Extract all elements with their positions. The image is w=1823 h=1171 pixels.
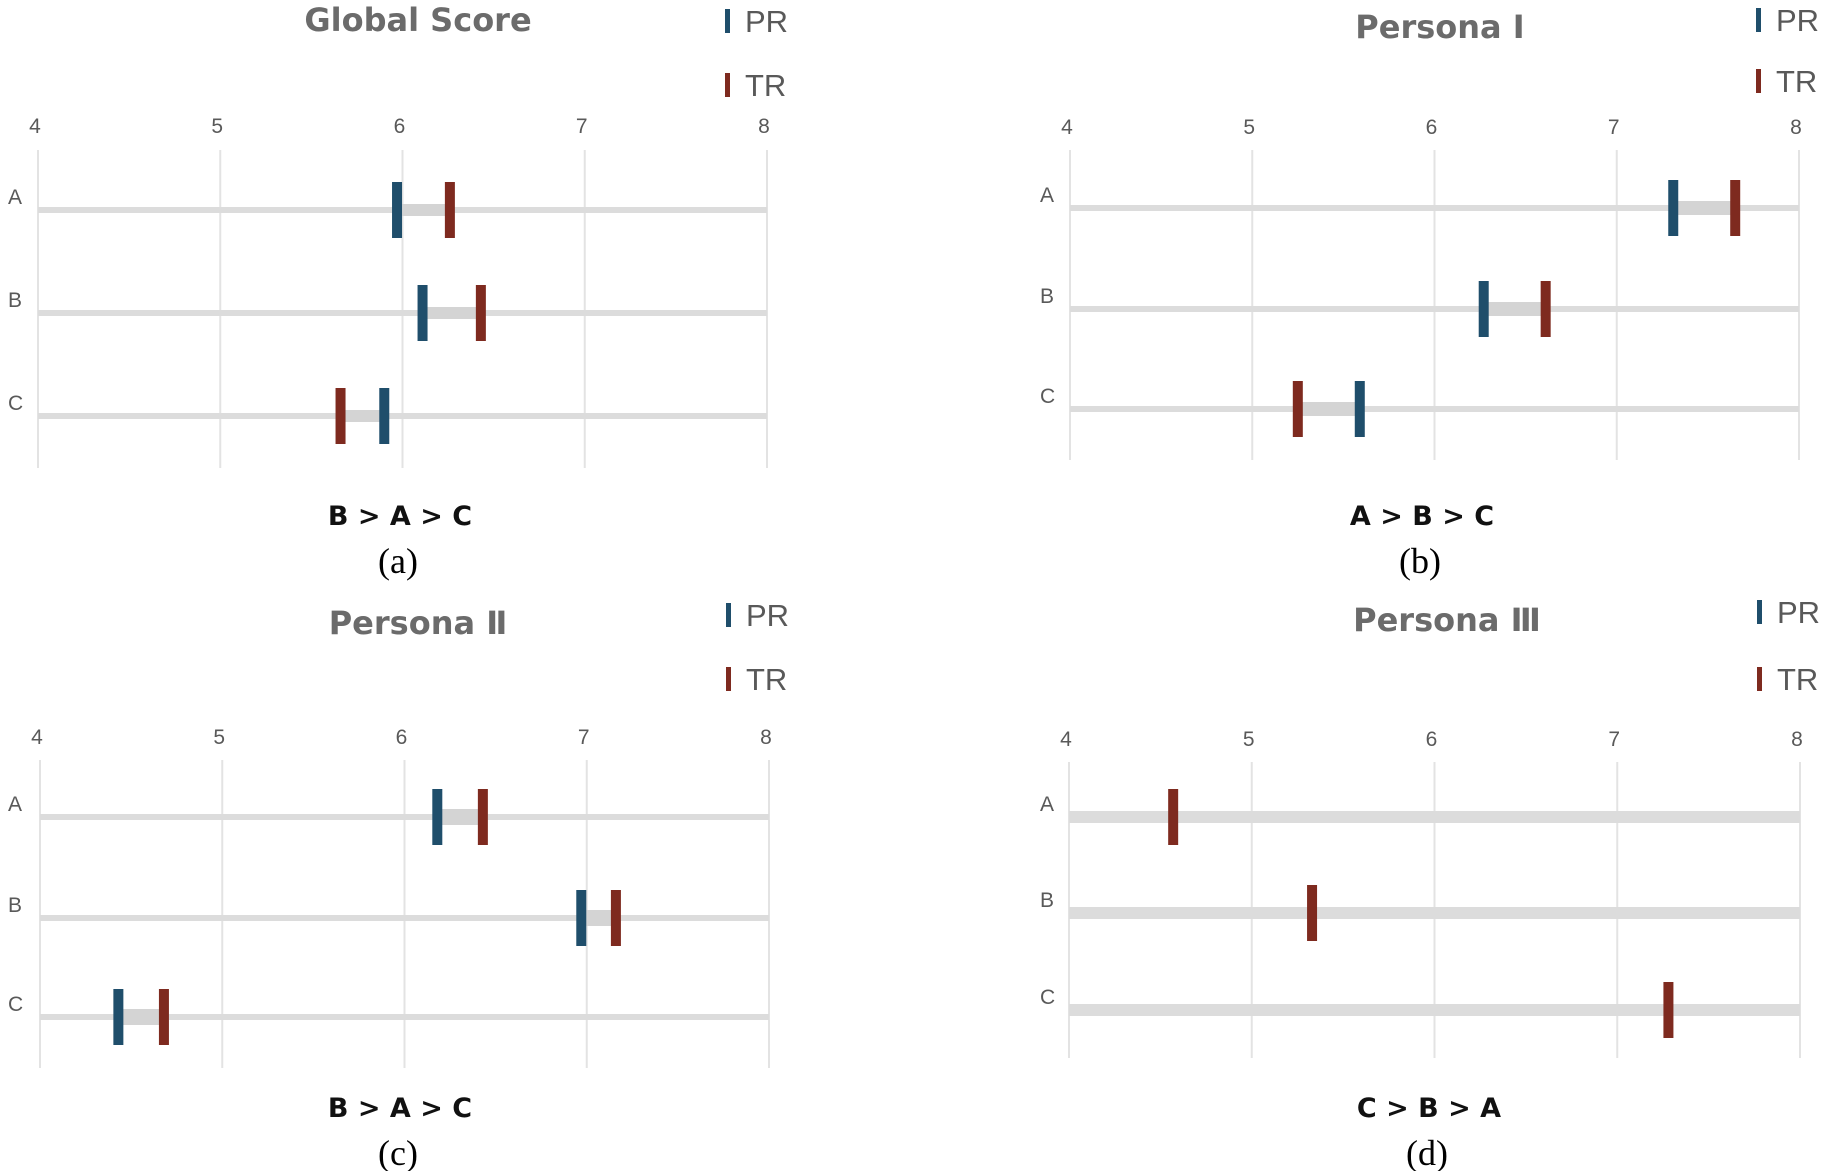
chart-title: Persona Ⅰ [1355, 8, 1524, 46]
category-label: C [1040, 986, 1055, 1009]
panel-caption: (b) [1399, 541, 1441, 581]
x-tick-label: 7 [1608, 116, 1620, 139]
legend-marker-pr [726, 603, 731, 627]
category-label: B [8, 894, 22, 917]
category-label: A [1040, 793, 1054, 816]
category-label: B [1040, 285, 1054, 308]
marker-tr-b [1540, 281, 1551, 337]
ranking-label: C > B > A [1357, 1093, 1501, 1124]
x-tick-label: 6 [1426, 116, 1438, 139]
x-tick-label: 8 [1791, 728, 1803, 751]
legend-label-tr: TR [746, 662, 787, 697]
legend-label-tr: TR [745, 68, 786, 103]
marker-tr-c [335, 388, 346, 444]
legend-label-pr: PR [746, 598, 789, 633]
category-label: C [1040, 385, 1055, 408]
marker-pr-b [417, 285, 428, 341]
legend-label-tr: TR [1777, 662, 1818, 697]
ranking-label: A > B > C [1350, 501, 1494, 532]
x-tick-label: 6 [1426, 728, 1438, 751]
marker-tr-c [1663, 982, 1674, 1038]
chart-panel-3: Persona Ⅱ PR TR 4 5 6 7 8 A B C B > A > C (c) [8, 598, 789, 1171]
legend-label-pr: PR [1776, 3, 1819, 38]
chart-panel-4: Persona Ⅲ PR TR 4 5 6 7 8 A B C C > B > A (d) [1040, 595, 1820, 1171]
x-tick-label: 8 [1790, 116, 1802, 139]
x-tick-label: 5 [1243, 116, 1255, 139]
legend-marker-tr [1757, 667, 1762, 691]
ranking-label: B > A > C [328, 501, 472, 532]
chart-title: Persona Ⅲ [1353, 601, 1541, 639]
marker-tr-a [477, 789, 488, 845]
panel-caption: (a) [378, 541, 418, 581]
x-tick-label: 7 [576, 115, 588, 138]
x-tick-label: 6 [394, 115, 406, 138]
legend-marker-tr [725, 73, 730, 97]
marker-pr-a [1668, 180, 1679, 236]
x-tick-label: 5 [1243, 728, 1255, 751]
marker-tr-b [475, 285, 486, 341]
category-label: B [1040, 889, 1054, 912]
marker-pr-c [379, 388, 390, 444]
legend-label-pr: PR [745, 4, 788, 39]
marker-pr-a [392, 182, 403, 238]
x-tick-label: 8 [758, 115, 770, 138]
panel-caption: (c) [378, 1133, 418, 1171]
marker-pr-c [113, 989, 124, 1045]
category-label: A [8, 186, 22, 209]
legend-marker-pr [1756, 8, 1761, 32]
marker-pr-b [576, 890, 587, 946]
marker-pr-c [1354, 381, 1365, 437]
category-label: A [8, 793, 22, 816]
chart-panel-1: Global Score PR TR 4 5 6 7 8 A B C B > A > C (a) [8, 1, 788, 581]
marker-tr-c [1292, 381, 1303, 437]
marker-pr-a [432, 789, 443, 845]
category-label: C [8, 392, 23, 415]
marker-tr-a [1168, 789, 1179, 845]
marker-tr-b [1307, 885, 1318, 941]
legend-marker-tr [1756, 69, 1761, 93]
chart-panel-2: Persona Ⅰ PR TR 4 5 6 7 8 A B C A > B > C (b) [1040, 3, 1819, 581]
marker-pr-b [1478, 281, 1489, 337]
marker-tr-a [1730, 180, 1741, 236]
x-tick-label: 8 [760, 726, 772, 749]
x-tick-label: 5 [213, 726, 225, 749]
chart-title: Global Score [304, 1, 531, 39]
marker-tr-c [158, 989, 169, 1045]
x-tick-label: 6 [396, 726, 408, 749]
category-label: C [8, 993, 23, 1016]
legend-marker-tr [726, 667, 731, 691]
category-label: B [8, 289, 22, 312]
legend-label-tr: TR [1776, 64, 1817, 99]
category-label: A [1040, 184, 1054, 207]
x-tick-label: 7 [578, 726, 590, 749]
x-tick-label: 4 [1061, 116, 1073, 139]
legend-label-pr: PR [1777, 595, 1820, 630]
marker-tr-a [444, 182, 455, 238]
x-tick-label: 5 [211, 115, 223, 138]
x-tick-label: 4 [29, 115, 41, 138]
legend-marker-pr [1757, 600, 1762, 624]
x-tick-label: 4 [31, 726, 43, 749]
panel-caption: (d) [1406, 1133, 1448, 1171]
chart-title: Persona Ⅱ [329, 604, 508, 642]
legend-marker-pr [725, 9, 730, 33]
x-tick-label: 7 [1608, 728, 1620, 751]
x-tick-label: 4 [1060, 728, 1072, 751]
marker-tr-b [610, 890, 621, 946]
ranking-label: B > A > C [328, 1093, 472, 1124]
